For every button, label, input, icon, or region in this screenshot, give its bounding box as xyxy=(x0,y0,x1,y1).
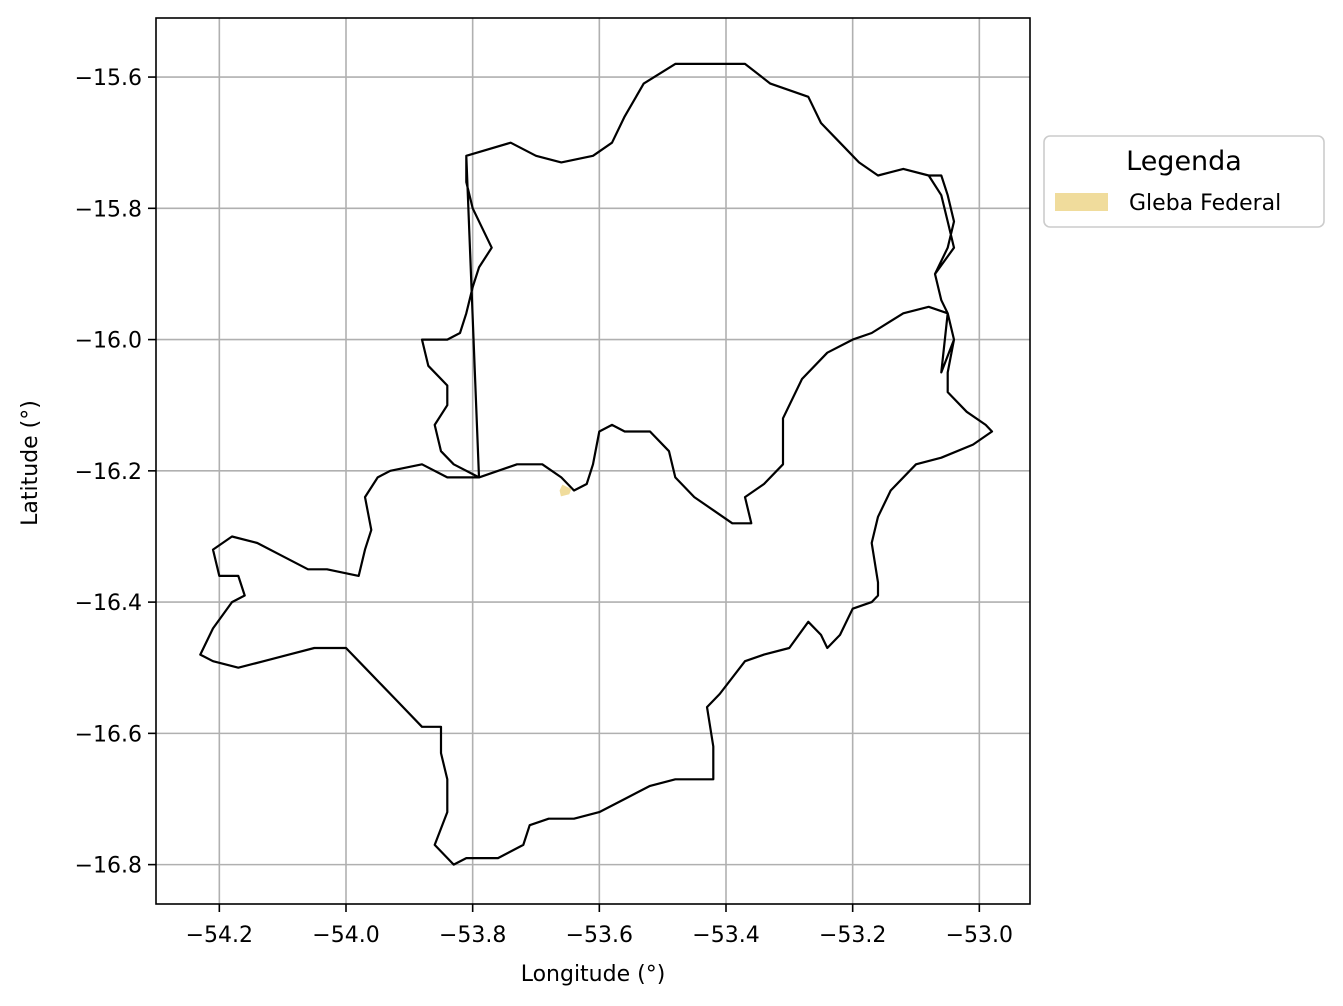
gleba-federal-layer xyxy=(559,484,572,497)
legend-box xyxy=(1043,135,1325,228)
x-tick-label: −53.2 xyxy=(819,923,886,948)
y-tick-label: −16.0 xyxy=(75,329,142,354)
y-tick-label: −15.6 xyxy=(75,66,142,91)
y-tick-label: −16.8 xyxy=(75,854,142,879)
y-tick-label: −16.2 xyxy=(75,460,142,485)
legend-label-gleba-federal: Gleba Federal xyxy=(1129,191,1281,216)
x-tick-label: −53.6 xyxy=(566,923,633,948)
legend-swatch-gleba-federal xyxy=(1055,193,1108,211)
x-ticks: −54.2 −54.0 −53.8 −53.6 −53.4 −53.2 −53.0 xyxy=(186,904,1013,948)
x-tick-label: −53.0 xyxy=(946,923,1013,948)
y-tick-label: −15.8 xyxy=(75,197,142,222)
y-tick-label: −16.4 xyxy=(75,591,142,616)
x-axis-label: Longitude (°) xyxy=(521,962,666,987)
x-tick-label: −53.4 xyxy=(692,923,759,948)
boundary-layer xyxy=(199,62,994,866)
x-tick-label: −54.2 xyxy=(186,923,253,948)
y-tick-label: −16.6 xyxy=(75,722,142,747)
municipality-boundary xyxy=(199,62,994,866)
gleba-federal-polygon xyxy=(559,484,572,497)
legend-title: Legenda xyxy=(1126,146,1242,177)
grid-lines xyxy=(156,18,1030,904)
plot-frame xyxy=(155,17,1031,905)
x-tick-label: −53.8 xyxy=(439,923,506,948)
y-axis-label: Latitude (°) xyxy=(18,400,43,526)
y-ticks: −15.6 −15.8 −16.0 −16.2 −16.4 −16.6 −16.8 xyxy=(75,66,156,879)
x-tick-label: −54.0 xyxy=(312,923,379,948)
legend: Legenda Gleba Federal xyxy=(1043,135,1325,228)
